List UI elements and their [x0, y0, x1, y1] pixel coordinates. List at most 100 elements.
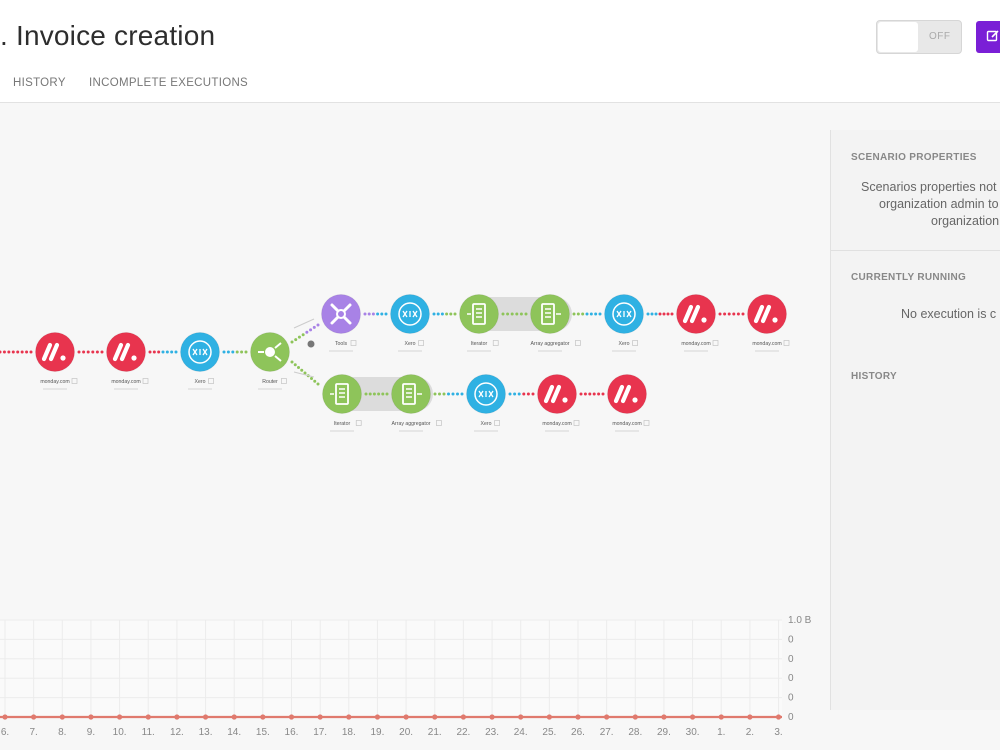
module-label: monday.com — [612, 421, 641, 427]
connection-dot — [2, 350, 6, 354]
chart-data-point[interactable] — [59, 714, 65, 720]
monday-dot — [562, 397, 568, 403]
history-title: HISTORY — [851, 371, 897, 382]
module-badge — [436, 420, 442, 426]
module-ring — [530, 294, 570, 334]
chart-x-tick-label: 28. — [628, 727, 642, 738]
chart-data-point[interactable] — [661, 714, 667, 720]
iterator-icon — [335, 383, 349, 405]
module-badge — [632, 340, 638, 346]
connection-dot — [244, 350, 248, 354]
chart-data-point[interactable] — [117, 714, 123, 720]
flow-module[interactable]: Array aggregator — [391, 374, 442, 432]
connection-dot — [583, 392, 587, 396]
connection-dot — [508, 392, 512, 396]
chart-data-point[interactable] — [2, 714, 8, 720]
connection-dot — [460, 392, 464, 396]
flow-module[interactable]: monday.com — [35, 332, 78, 390]
chart-x-tick-label: 13. — [199, 727, 213, 738]
connection-dot — [371, 312, 375, 316]
module-ring — [106, 332, 146, 372]
chart-data-point[interactable] — [690, 714, 696, 720]
chart-data-point[interactable] — [546, 714, 552, 720]
connection-dot — [449, 312, 453, 316]
monday-icon — [753, 304, 772, 324]
connection-dot — [447, 392, 450, 396]
module-ring — [747, 294, 787, 334]
filter-icon[interactable] — [307, 340, 315, 348]
connection-dot — [445, 312, 449, 316]
flow-module[interactable]: Iterator — [322, 374, 362, 432]
chart-data-point[interactable] — [231, 714, 237, 720]
chart-data-point[interactable] — [145, 714, 151, 720]
connection-dot — [100, 350, 104, 354]
module-badge — [281, 378, 287, 384]
flow-module[interactable]: Xero — [604, 294, 644, 352]
tab-history[interactable]: HISTORY — [13, 77, 66, 89]
chart-data-point[interactable] — [88, 714, 94, 720]
connection-dot — [517, 392, 521, 396]
chart-data-point[interactable] — [518, 714, 524, 720]
module-label: Array aggregator — [392, 421, 431, 427]
flow-module[interactable]: Xero — [390, 294, 430, 352]
flow-module[interactable]: monday.com — [676, 294, 719, 352]
connection-dot — [654, 312, 658, 316]
chart-data-point[interactable] — [775, 714, 782, 720]
flow-module[interactable]: Tools — [321, 294, 361, 352]
flow-module[interactable]: Xero — [466, 374, 506, 432]
chart-data-point[interactable] — [718, 714, 724, 720]
monday-icon — [41, 342, 60, 362]
scheduling-toggle[interactable]: OFF — [876, 20, 962, 54]
chart-data-point[interactable] — [747, 714, 753, 720]
connection-dot — [309, 328, 313, 332]
chart-data-point[interactable] — [260, 714, 266, 720]
flow-module[interactable]: monday.com — [537, 374, 580, 432]
flow-module[interactable]: Xero — [180, 332, 220, 390]
edit-button[interactable] — [976, 21, 1000, 53]
chart-data-point[interactable] — [604, 714, 610, 720]
connection-dot — [372, 392, 376, 396]
connection-dot — [646, 312, 650, 316]
connection-dot — [438, 392, 441, 396]
connection-dot — [301, 333, 305, 337]
module-ring — [537, 374, 577, 414]
flow-module[interactable]: monday.com — [106, 332, 149, 390]
flow-module[interactable]: monday.com — [607, 374, 650, 432]
chart-data-point[interactable] — [403, 714, 409, 720]
connection-dot — [662, 312, 666, 316]
chart-data-point[interactable] — [31, 714, 37, 720]
scenario-canvas[interactable]: monday.com monday.com Xero Router Tools Xero I… — [0, 104, 830, 750]
xero-icon — [474, 382, 498, 406]
connection-dot — [82, 350, 86, 354]
flow-module[interactable]: Array aggregator — [530, 294, 581, 352]
chart-data-point[interactable] — [489, 714, 495, 720]
chart-data-point[interactable] — [288, 714, 295, 720]
connection-dot — [364, 392, 368, 396]
chart-data-point[interactable] — [174, 714, 180, 720]
module-label: Xero — [195, 379, 206, 385]
chart-data-point[interactable] — [460, 714, 466, 720]
chart-x-tick-label: 24. — [514, 727, 528, 738]
connection-dot — [86, 350, 90, 354]
connection-dot — [522, 392, 526, 396]
flow-module[interactable]: Router — [250, 332, 290, 390]
module-badge — [492, 340, 499, 346]
flow-module[interactable]: monday.com — [747, 294, 790, 352]
chart-plot-area — [0, 620, 782, 717]
module-badge — [573, 420, 580, 426]
chart-data-point[interactable] — [575, 714, 581, 720]
chart-data-point[interactable] — [317, 714, 323, 720]
chart-data-point[interactable] — [432, 714, 438, 720]
aggregator-lines — [406, 388, 422, 398]
chart-data-point[interactable] — [346, 714, 352, 720]
chart-x-tick-label: 17. — [313, 727, 327, 738]
tab-incomplete-executions[interactable]: INCOMPLETE EXECUTIONS — [89, 77, 249, 89]
flow-module[interactable]: Iterator — [459, 294, 499, 352]
scenario-flow: monday.com monday.com Xero Router Tools Xero I… — [0, 294, 812, 738]
toggle-knob — [878, 22, 918, 52]
connection-dot — [451, 392, 455, 396]
chart-x-tick-label: 21. — [428, 727, 442, 738]
chart-data-point[interactable] — [202, 714, 209, 720]
chart-data-point[interactable] — [374, 714, 381, 720]
chart-data-point[interactable] — [632, 714, 638, 720]
